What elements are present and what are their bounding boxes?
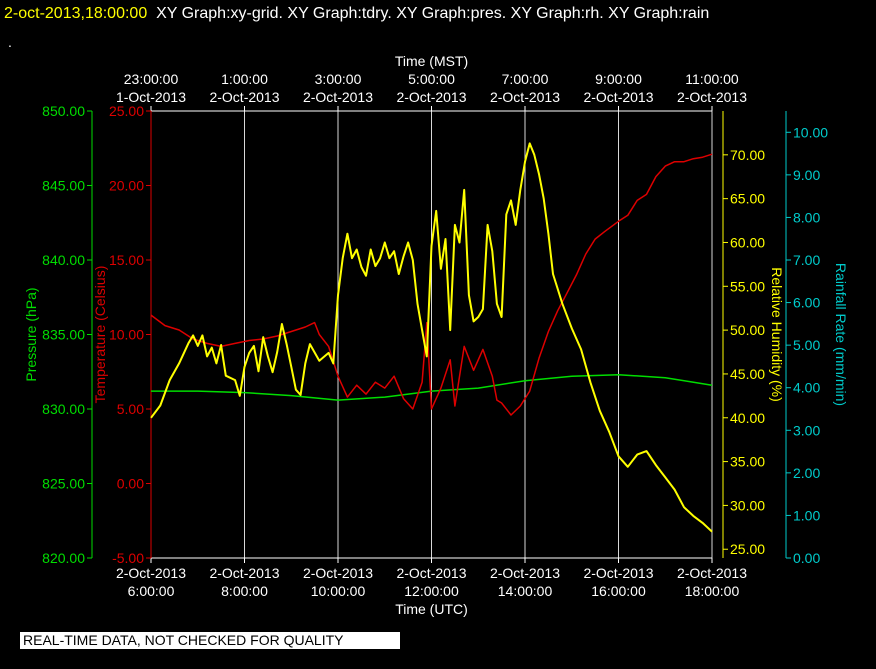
header-dot: . [8,34,12,50]
top-tick-date-1: 2-Oct-2013 [209,89,279,105]
top-tick-date-5: 2-Oct-2013 [583,89,653,105]
top-tick-date-3: 2-Oct-2013 [396,89,466,105]
bottom-tick-date-2: 2-Oct-2013 [303,565,373,581]
pressure-tick-label-4: 840.00 [42,252,85,268]
bottom-tick-time-3: 12:00:00 [404,583,459,599]
top-tick-date-0: 1-Oct-2013 [116,89,186,105]
top-tick-date-6: 2-Oct-2013 [677,89,747,105]
top-tick-date-2: 2-Oct-2013 [303,89,373,105]
bottom-tick-time-5: 16:00:00 [591,583,646,599]
top-axis-title: Time (MST) [395,53,468,69]
top-tick-time-2: 3:00:00 [315,71,362,87]
pressure-tick-label-1: 825.00 [42,476,85,492]
pressure-tick-label-2: 830.00 [42,401,85,417]
bottom-tick-time-6: 18:00:00 [685,583,740,599]
pressure-line [151,373,713,401]
humidity-tick-label-4: 45.00 [730,366,765,382]
rain-tick-label-10: 10.00 [793,124,828,140]
top-tick-time-4: 7:00:00 [502,71,549,87]
temperature-tick-label-1: 0.00 [117,476,144,492]
pressure-tick-label-3: 835.00 [42,327,85,343]
bottom-tick-time-1: 8:00:00 [221,583,268,599]
top-tick-time-0: 23:00:00 [124,71,179,87]
bottom-tick-time-2: 10:00:00 [311,583,366,599]
header-bar: 2-oct-2013,18:00:00 XY Graph:xy-grid. XY… [0,0,876,30]
header-datetime: 2-oct-2013,18:00:00 [4,5,148,22]
pressure-tick-label-6: 850.00 [42,103,85,119]
humidity-tick-label-5: 50.00 [730,322,765,338]
temperature-axis-title: Temperature (Celsius) [92,266,108,404]
temperature-tick-label-2: 5.00 [117,401,144,417]
humidity-tick-label-2: 35.00 [730,454,765,470]
rain-axis-title: Rainfall Rate (mm/min) [833,263,849,406]
header-graph-list: XY Graph:xy-grid. XY Graph:tdry. XY Grap… [156,5,710,22]
bottom-tick-date-1: 2-Oct-2013 [209,565,279,581]
rain-tick-label-6: 6.00 [793,295,820,311]
temperature-tick-label-5: 20.00 [109,178,144,194]
bottom-tick-date-4: 2-Oct-2013 [490,565,560,581]
rain-tick-label-4: 4.00 [793,380,820,396]
bottom-tick-date-3: 2-Oct-2013 [396,565,466,581]
top-tick-date-4: 2-Oct-2013 [490,89,560,105]
humidity-line [150,142,713,533]
bottom-tick-time-4: 14:00:00 [498,583,553,599]
humidity-tick-label-6: 55.00 [730,278,765,294]
rain-tick-label-7: 7.00 [793,252,820,268]
bottom-tick-date-5: 2-Oct-2013 [583,565,653,581]
temperature-tick-label-4: 15.00 [109,252,144,268]
rain-tick-label-2: 2.00 [793,465,820,481]
rain-tick-label-5: 5.00 [793,337,820,353]
rain-tick-label-3: 3.00 [793,422,820,438]
pressure-axis-title: Pressure (hPa) [23,287,39,381]
bottom-axis-title: Time (UTC) [395,601,468,617]
rain-tick-label-8: 8.00 [793,209,820,225]
top-tick-time-1: 1:00:00 [221,71,268,87]
temperature-tick-label-0: -5.00 [112,550,144,566]
bottom-tick-date-0: 2-Oct-2013 [116,565,186,581]
rain-tick-label-1: 1.00 [793,507,820,523]
rain-tick-label-9: 9.00 [793,167,820,183]
top-tick-time-3: 5:00:00 [408,71,455,87]
bottom-tick-time-0: 6:00:00 [128,583,175,599]
humidity-tick-label-0: 25.00 [730,541,765,557]
bottom-tick-date-6: 2-Oct-2013 [677,565,747,581]
humidity-tick-label-1: 30.00 [730,497,765,513]
top-tick-time-5: 9:00:00 [595,71,642,87]
humidity-tick-label-3: 40.00 [730,410,765,426]
pressure-tick-label-0: 820.00 [42,550,85,566]
humidity-tick-label-8: 65.00 [730,191,765,207]
humidity-tick-label-7: 60.00 [730,234,765,250]
pressure-tick-label-5: 845.00 [42,178,85,194]
humidity-tick-label-9: 70.00 [730,147,765,163]
humidity-axis-title: Relative Humidity (%) [769,267,785,402]
temperature-tick-label-6: 25.00 [109,103,144,119]
rain-tick-label-0: 0.00 [793,550,820,566]
quality-disclaimer: REAL-TIME DATA, NOT CHECKED FOR QUALITY [20,632,400,649]
top-tick-time-6: 11:00:00 [685,71,739,87]
temperature-tick-label-3: 10.00 [109,327,144,343]
